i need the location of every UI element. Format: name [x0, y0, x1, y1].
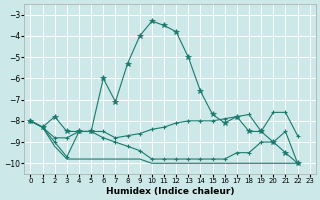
- X-axis label: Humidex (Indice chaleur): Humidex (Indice chaleur): [106, 187, 234, 196]
